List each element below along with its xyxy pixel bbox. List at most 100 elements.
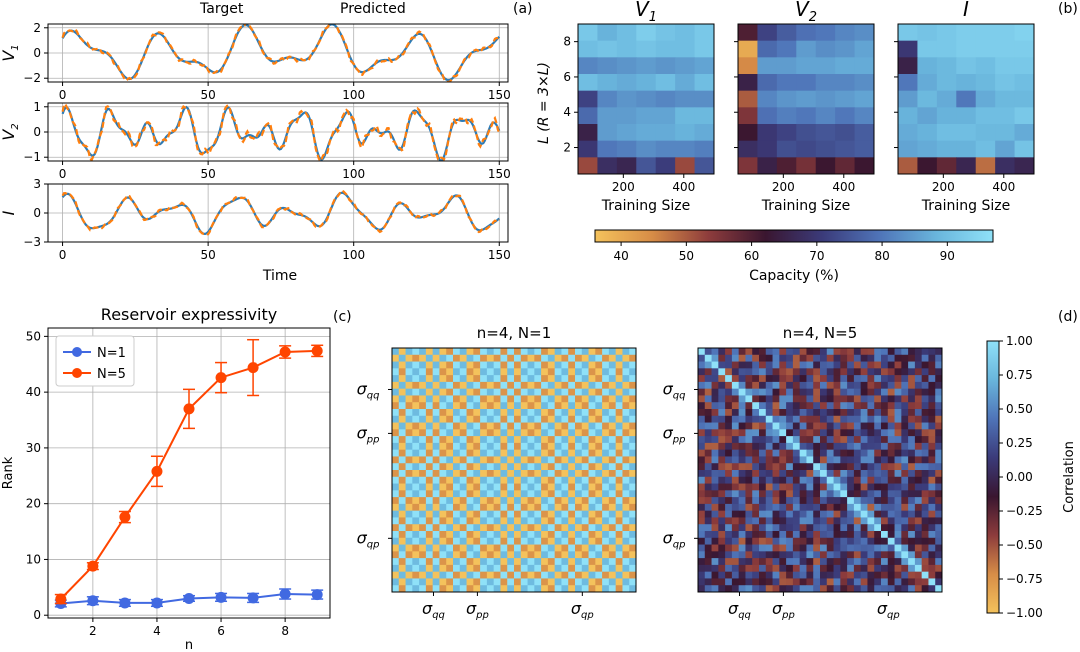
correlation-cell xyxy=(820,571,828,579)
y-tick-label: 6 xyxy=(563,70,571,84)
correlation-cell xyxy=(752,544,760,552)
correlation-cell xyxy=(398,354,406,362)
correlation-cell xyxy=(887,361,895,369)
correlation-cell xyxy=(847,354,855,362)
correlation-cell xyxy=(568,436,576,444)
correlation-cell xyxy=(881,470,889,478)
correlation-cell xyxy=(731,388,740,396)
correlation-cell xyxy=(928,361,936,369)
correlation-cell xyxy=(887,422,895,430)
correlation-cell xyxy=(725,361,733,369)
correlation-cell xyxy=(412,415,420,423)
correlation-cell xyxy=(446,415,454,423)
correlation-cell xyxy=(847,476,855,484)
correlation-cell xyxy=(453,381,461,390)
correlation-cell xyxy=(608,361,617,369)
correlation-cell xyxy=(392,388,400,396)
correlation-cell xyxy=(588,571,596,579)
correlation-cell xyxy=(759,368,767,376)
correlation-cell xyxy=(887,456,895,464)
correlation-cell xyxy=(731,544,740,552)
correlation-cell xyxy=(765,361,773,369)
heatmap-cell xyxy=(917,107,938,125)
correlation-cell xyxy=(602,531,610,539)
correlation-cell xyxy=(914,544,923,552)
correlation-cell xyxy=(466,503,474,512)
correlation-cell xyxy=(867,429,875,437)
correlation-cell xyxy=(718,470,726,478)
data-point xyxy=(55,593,67,605)
correlation-cell xyxy=(731,368,740,376)
correlation-cell xyxy=(745,578,753,586)
correlation-cell xyxy=(520,456,528,464)
correlation-cell xyxy=(853,415,862,423)
correlation-cell xyxy=(745,531,753,539)
correlation-cell xyxy=(425,470,434,478)
correlation-cell xyxy=(725,510,733,518)
correlation-cell xyxy=(799,551,807,559)
correlation-cell xyxy=(541,531,549,539)
correlation-cell xyxy=(480,456,488,464)
correlation-cell xyxy=(738,551,746,559)
correlation-cell xyxy=(398,409,406,417)
correlation-cell xyxy=(840,402,848,410)
correlation-cell xyxy=(480,429,488,437)
correlation-cell xyxy=(853,510,862,518)
correlation-cell xyxy=(704,537,712,545)
correlation-cell xyxy=(901,368,909,376)
correlation-cell xyxy=(527,449,535,457)
correlation-cell xyxy=(581,456,589,464)
correlation-cell xyxy=(595,524,603,532)
heatmap-cell xyxy=(757,74,778,92)
correlation-cell xyxy=(568,585,576,593)
correlation-cell xyxy=(840,497,848,505)
correlation-cell xyxy=(813,544,821,552)
correlation-cell xyxy=(779,368,787,376)
correlation-cell xyxy=(779,578,787,586)
correlation-cell xyxy=(826,361,834,369)
correlation-cell xyxy=(901,490,909,498)
correlation-cell xyxy=(711,490,719,498)
correlation-cell xyxy=(595,564,603,573)
correlation-cell xyxy=(820,585,828,593)
correlation-cell xyxy=(874,585,882,593)
correlation-cell xyxy=(799,470,807,478)
correlation-cell xyxy=(738,395,746,403)
correlation-cell xyxy=(581,497,589,505)
correlation-cell xyxy=(602,585,610,593)
correlation-cell xyxy=(887,436,895,444)
correlation-cell xyxy=(914,436,923,444)
correlation-cell xyxy=(575,361,583,369)
correlation-cell xyxy=(704,571,712,579)
correlation-cell xyxy=(752,429,760,437)
correlation-cell xyxy=(575,348,583,356)
correlation-cell xyxy=(718,537,726,545)
correlation-cell xyxy=(935,470,943,478)
heatmap-cell xyxy=(917,57,938,75)
correlation-cell xyxy=(698,544,706,552)
heatmap-cell xyxy=(936,157,957,175)
correlation-cell xyxy=(786,558,794,566)
correlation-cell xyxy=(826,354,834,362)
correlation-cell xyxy=(507,517,515,525)
correlation-cell xyxy=(772,402,780,410)
correlation-cell xyxy=(914,409,923,417)
heatmap-cell xyxy=(694,74,715,92)
correlation-cell xyxy=(779,544,787,552)
correlation-cell xyxy=(718,361,726,369)
correlation-cell xyxy=(914,585,923,593)
correlation-cell xyxy=(759,585,767,593)
correlation-cell xyxy=(833,490,841,498)
correlation-cell xyxy=(786,537,794,545)
correlation-cell xyxy=(581,510,589,518)
correlation-cell xyxy=(745,497,753,505)
heatmap-cell xyxy=(578,140,598,158)
correlation-cell xyxy=(792,571,801,579)
correlation-cell xyxy=(588,375,596,383)
correlation-cell xyxy=(480,348,488,356)
correlation-cell xyxy=(514,409,522,417)
correlation-cell xyxy=(928,476,936,484)
correlation-cell xyxy=(615,429,623,437)
correlation-cell xyxy=(745,429,753,437)
